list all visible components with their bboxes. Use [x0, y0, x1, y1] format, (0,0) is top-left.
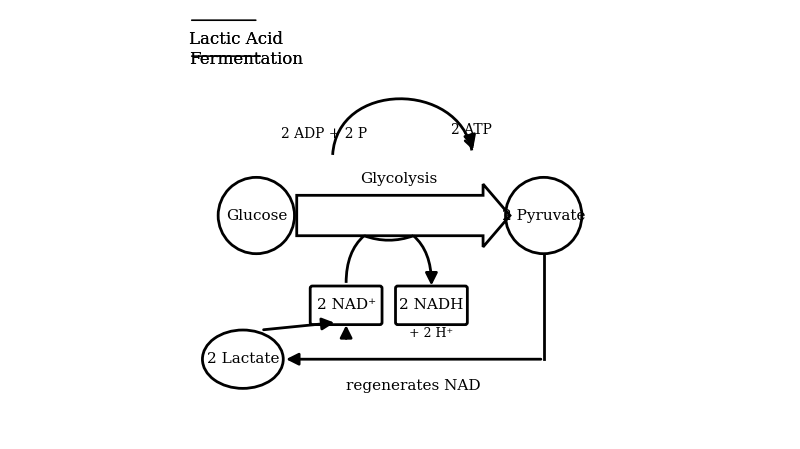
Text: Lactic Acid
Fermentation: Lactic Acid Fermentation — [189, 31, 303, 68]
Text: + 2 H⁺: + 2 H⁺ — [410, 327, 454, 340]
Polygon shape — [297, 184, 510, 247]
FancyBboxPatch shape — [395, 286, 467, 325]
Text: 2 ADP + 2 P: 2 ADP + 2 P — [281, 128, 366, 141]
Text: Lactic Acid
Fermentation: Lactic Acid Fermentation — [189, 31, 303, 68]
Text: 2 NADH: 2 NADH — [399, 298, 464, 313]
Text: 2 Pyruvate: 2 Pyruvate — [502, 208, 586, 223]
Text: 2 ATP: 2 ATP — [451, 123, 492, 137]
Text: Glucose: Glucose — [226, 208, 287, 223]
FancyBboxPatch shape — [310, 286, 382, 325]
Text: Glycolysis: Glycolysis — [360, 172, 438, 186]
Text: 2 NAD⁺: 2 NAD⁺ — [317, 298, 376, 313]
Text: 2 Lactate: 2 Lactate — [206, 352, 279, 366]
Text: regenerates NAD: regenerates NAD — [346, 379, 481, 393]
